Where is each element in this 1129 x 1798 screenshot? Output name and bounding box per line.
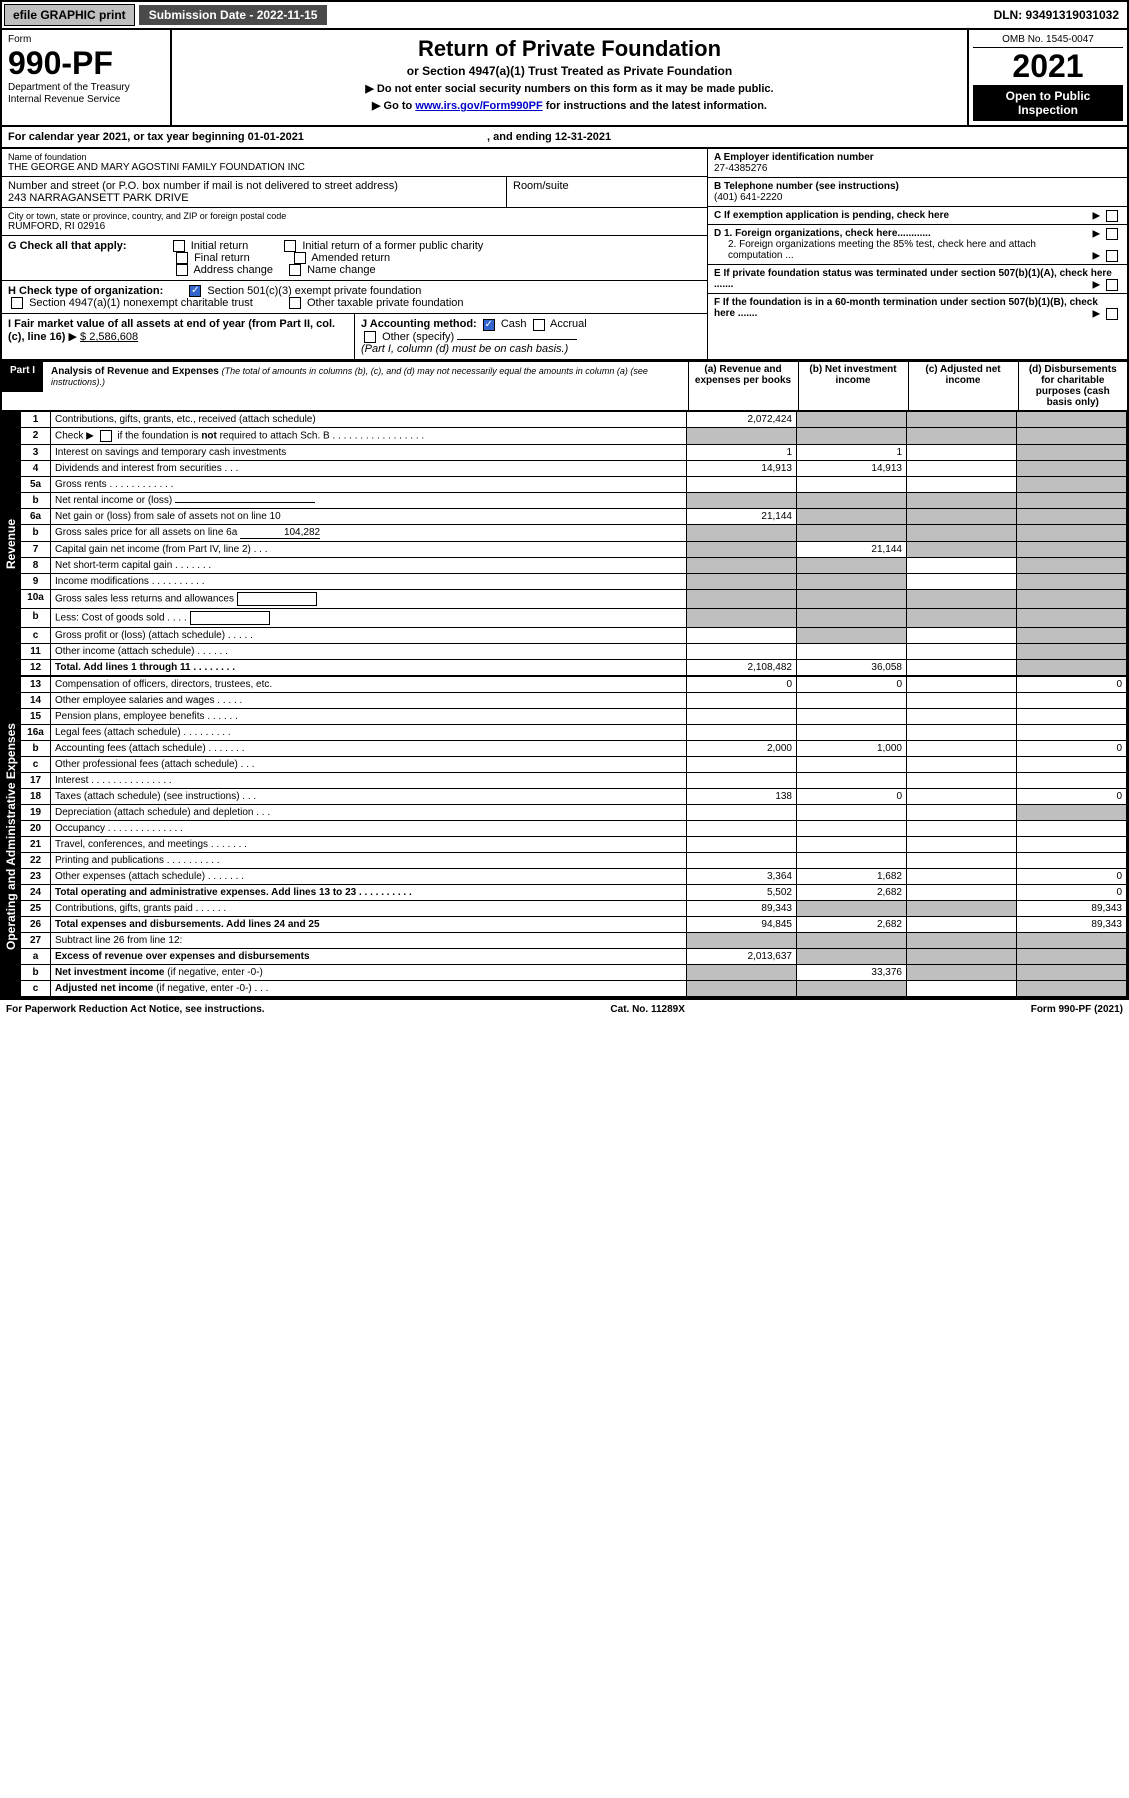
c-checkbox[interactable]	[1106, 210, 1118, 222]
ein-label: A Employer identification number	[714, 152, 1121, 163]
dept-treasury: Department of the Treasury	[8, 82, 164, 94]
form-label: Form	[8, 34, 164, 45]
foundation-address: 243 NARRAGANSETT PARK DRIVE	[8, 192, 500, 204]
revenue-side-label: Revenue	[2, 411, 20, 676]
expenses-section: Operating and Administrative Expenses 13…	[0, 676, 1129, 999]
phone-value: (401) 641-2220	[714, 192, 1121, 203]
col-a-header: (a) Revenue and expenses per books	[688, 361, 798, 410]
footer-left: For Paperwork Reduction Act Notice, see …	[6, 1004, 265, 1015]
d2-label: 2. Foreign organizations meeting the 85%…	[728, 239, 1036, 261]
i-label: I Fair market value of all assets at end…	[8, 318, 335, 343]
schb-checkbox[interactable]	[100, 430, 112, 442]
501c3-checkbox[interactable]	[189, 285, 201, 297]
ein-value: 27-4385276	[714, 163, 1121, 174]
other-taxable-checkbox[interactable]	[289, 297, 301, 309]
form-title: Return of Private Foundation	[178, 36, 961, 62]
revenue-section: Revenue 1Contributions, gifts, grants, e…	[0, 411, 1129, 676]
d1-label: D 1. Foreign organizations, check here..…	[714, 228, 931, 239]
d2-checkbox[interactable]	[1106, 250, 1118, 262]
form990pf-link[interactable]: www.irs.gov/Form990PF	[415, 100, 542, 112]
footer-mid: Cat. No. 11289X	[610, 1004, 684, 1015]
foundation-city: RUMFORD, RI 02916	[8, 221, 701, 232]
final-return-checkbox[interactable]	[176, 252, 188, 264]
c-label: C If exemption application is pending, c…	[714, 210, 949, 221]
other-method-checkbox[interactable]	[364, 331, 376, 343]
form-header: Form 990-PF Department of the Treasury I…	[0, 30, 1129, 127]
j-label: J Accounting method:	[361, 318, 477, 330]
initial-return-checkbox[interactable]	[173, 240, 185, 252]
amended-return-checkbox[interactable]	[294, 252, 306, 264]
submission-date: Submission Date - 2022-11-15	[139, 5, 328, 25]
name-change-checkbox[interactable]	[289, 264, 301, 276]
form-subtitle: or Section 4947(a)(1) Trust Treated as P…	[178, 64, 961, 78]
j-note: (Part I, column (d) must be on cash basi…	[361, 343, 568, 355]
foundation-name: THE GEORGE AND MARY AGOSTINI FAMILY FOUN…	[8, 162, 701, 173]
f-label: F If the foundation is in a 60-month ter…	[714, 297, 1098, 319]
topbar: efile GRAPHIC print Submission Date - 20…	[0, 0, 1129, 30]
tax-year: 2021	[973, 48, 1123, 85]
efile-print-button[interactable]: efile GRAPHIC print	[4, 4, 135, 26]
dln-label: DLN: 93491319031032	[986, 5, 1127, 25]
col-d-header: (d) Disbursements for charitable purpose…	[1018, 361, 1128, 410]
room-label: Room/suite	[513, 180, 701, 192]
form-note-2: ▶ Go to www.irs.gov/Form990PF for instru…	[178, 99, 961, 112]
g-label: G Check all that apply:	[8, 240, 127, 252]
part1-label: Part I	[2, 362, 43, 392]
col-c-header: (c) Adjusted net income	[908, 361, 1018, 410]
page-footer: For Paperwork Reduction Act Notice, see …	[0, 999, 1129, 1019]
address-label: Number and street (or P.O. box number if…	[8, 180, 500, 192]
expenses-side-label: Operating and Administrative Expenses	[2, 676, 20, 997]
accrual-checkbox[interactable]	[533, 319, 545, 331]
d1-checkbox[interactable]	[1106, 228, 1118, 240]
cash-checkbox[interactable]	[483, 319, 495, 331]
calendar-year-row: For calendar year 2021, or tax year begi…	[0, 127, 1129, 149]
footer-right: Form 990-PF (2021)	[1031, 1004, 1123, 1015]
initial-former-checkbox[interactable]	[284, 240, 296, 252]
e-label: E If private foundation status was termi…	[714, 268, 1112, 290]
form-note-1: ▶ Do not enter social security numbers o…	[178, 82, 961, 95]
foundation-info: Name of foundation THE GEORGE AND MARY A…	[0, 149, 1129, 361]
dept-irs: Internal Revenue Service	[8, 94, 164, 106]
f-checkbox[interactable]	[1106, 308, 1118, 320]
h-label: H Check type of organization:	[8, 285, 163, 297]
address-change-checkbox[interactable]	[176, 264, 188, 276]
col-b-header: (b) Net investment income	[798, 361, 908, 410]
fmv-value: $ 2,586,608	[80, 331, 138, 343]
form-number: 990-PF	[8, 45, 164, 82]
omb-number: OMB No. 1545-0047	[973, 34, 1123, 48]
part1-title: Analysis of Revenue and Expenses	[51, 366, 219, 377]
part1-table: Part I Analysis of Revenue and Expenses …	[0, 361, 1129, 411]
city-label: City or town, state or province, country…	[8, 211, 701, 221]
open-public-badge: Open to Public Inspection	[973, 85, 1123, 121]
4947-checkbox[interactable]	[11, 297, 23, 309]
phone-label: B Telephone number (see instructions)	[714, 181, 1121, 192]
e-checkbox[interactable]	[1106, 279, 1118, 291]
name-label: Name of foundation	[8, 152, 701, 162]
